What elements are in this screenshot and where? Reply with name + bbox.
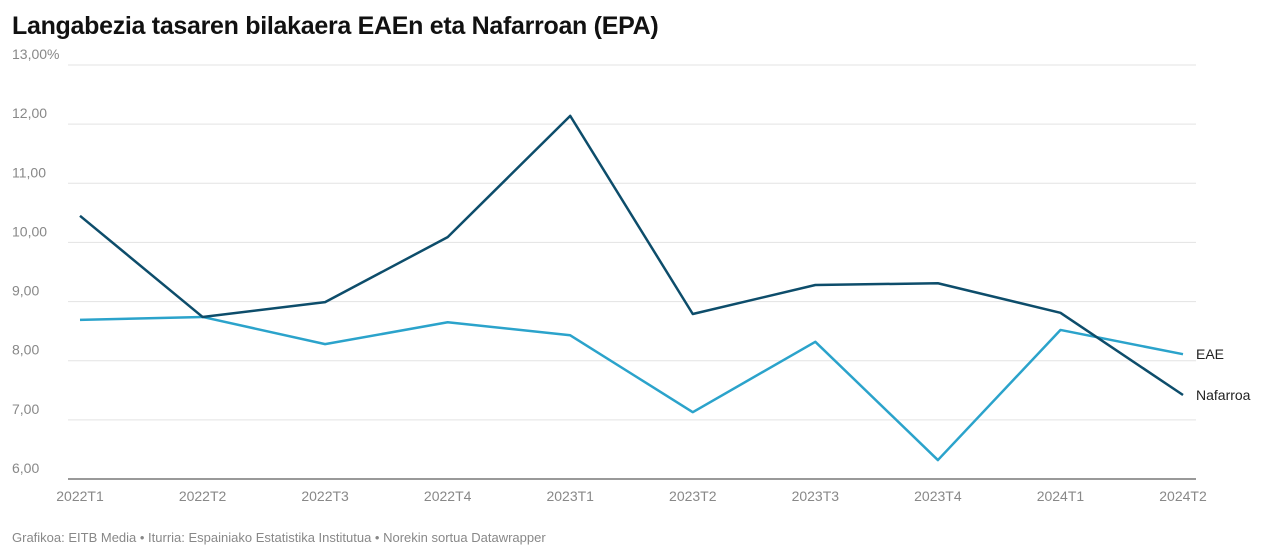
y-tick-label: 13,00% xyxy=(12,46,59,62)
x-tick-label: 2024T2 xyxy=(1159,488,1207,504)
x-tick-label: 2023T1 xyxy=(546,488,594,504)
x-tick-label: 2022T2 xyxy=(179,488,227,504)
series-label: Nafarroa xyxy=(1196,387,1251,403)
x-tick-label: 2022T1 xyxy=(56,488,104,504)
series-line-nafarroa xyxy=(79,114,1184,397)
chart-title: Langabezia tasaren bilakaera EAEn eta Na… xyxy=(12,12,659,40)
series-line-eae xyxy=(79,315,1184,462)
y-tick-label: 7,00 xyxy=(12,401,39,417)
y-tick-label: 8,00 xyxy=(12,342,39,358)
x-tick-label: 2023T3 xyxy=(792,488,840,504)
series-label: EAE xyxy=(1196,346,1224,362)
x-tick-label: 2022T4 xyxy=(424,488,472,504)
y-tick-label: 6,00 xyxy=(12,460,39,476)
y-tick-label: 9,00 xyxy=(12,283,39,299)
y-tick-label: 11,00 xyxy=(12,164,46,180)
chart-footer: Grafikoa: EITB Media • Iturria: Espainia… xyxy=(12,530,546,545)
x-tick-label: 2023T2 xyxy=(669,488,717,504)
x-tick-label: 2024T1 xyxy=(1037,488,1085,504)
y-tick-label: 12,00 xyxy=(12,105,47,121)
x-tick-label: 2023T4 xyxy=(914,488,962,504)
x-tick-label: 2022T3 xyxy=(301,488,349,504)
y-tick-label: 10,00 xyxy=(12,223,47,239)
